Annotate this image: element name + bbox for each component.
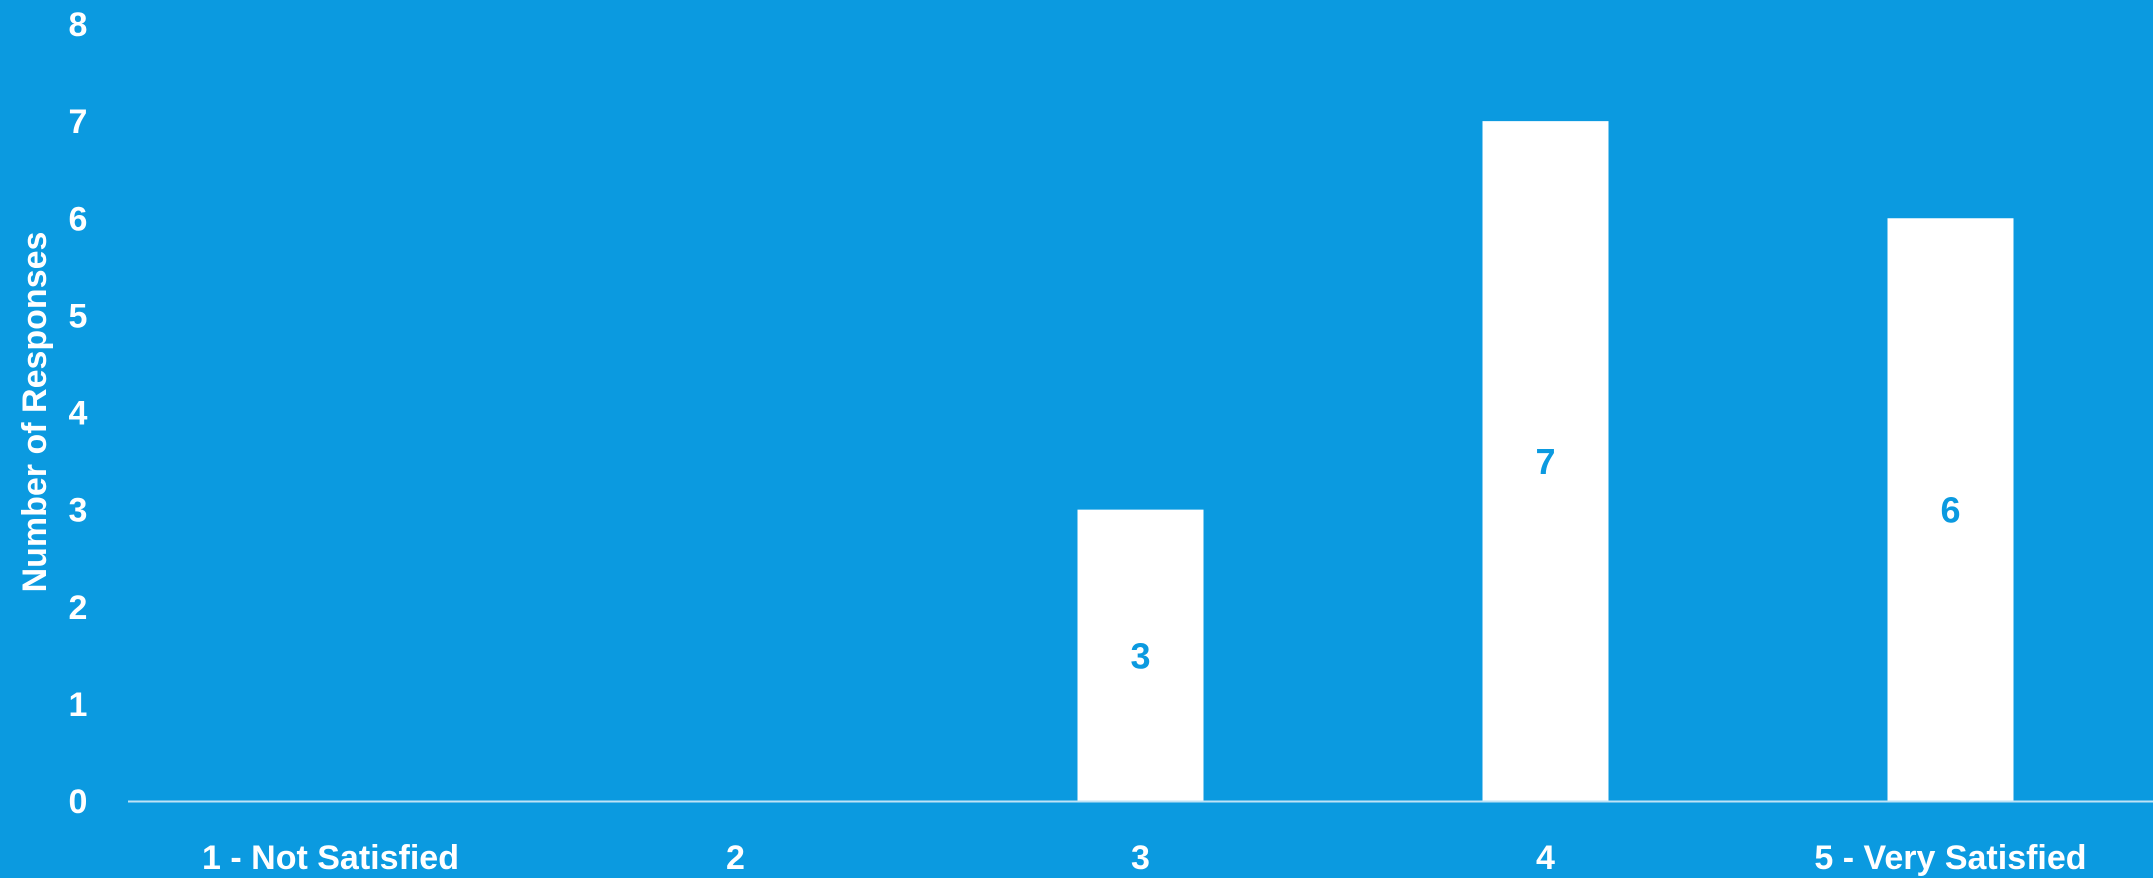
x-tick-label: 3	[1131, 839, 1150, 877]
x-tick-label: 1 - Not Satisfied	[202, 839, 459, 877]
y-tick-label: 3	[69, 492, 88, 530]
bars	[1077, 121, 2014, 801]
y-tick-label: 5	[69, 297, 88, 335]
y-tick-label: 6	[69, 200, 88, 238]
bar-data-labels: 3 7 6	[1130, 441, 1960, 676]
y-tick-label: 8	[69, 6, 88, 44]
x-tick-label: 2	[726, 839, 745, 877]
y-axis-title: Number of Responses	[16, 232, 54, 593]
bar	[1482, 121, 1609, 801]
x-tick-label: 5 - Very Satisfied	[1814, 839, 2086, 877]
y-axis-tick-labels: 0 1 2 3 4 5 6 7 8	[69, 6, 88, 821]
y-tick-label: 1	[69, 686, 88, 724]
x-axis-category-labels: 1 - Not Satisfied 2 3 4 5 - Very Satisfied	[202, 839, 2087, 877]
bar	[1887, 218, 2014, 801]
bar-value-label: 3	[1130, 635, 1150, 676]
bar-value-label: 6	[1940, 490, 1960, 531]
y-tick-label: 2	[69, 589, 88, 627]
y-tick-label: 0	[69, 783, 88, 821]
bar-value-label: 7	[1535, 441, 1555, 482]
y-tick-label: 7	[69, 103, 88, 141]
x-tick-label: 4	[1536, 839, 1555, 877]
bar	[1077, 509, 1204, 801]
y-tick-label: 4	[69, 395, 88, 433]
